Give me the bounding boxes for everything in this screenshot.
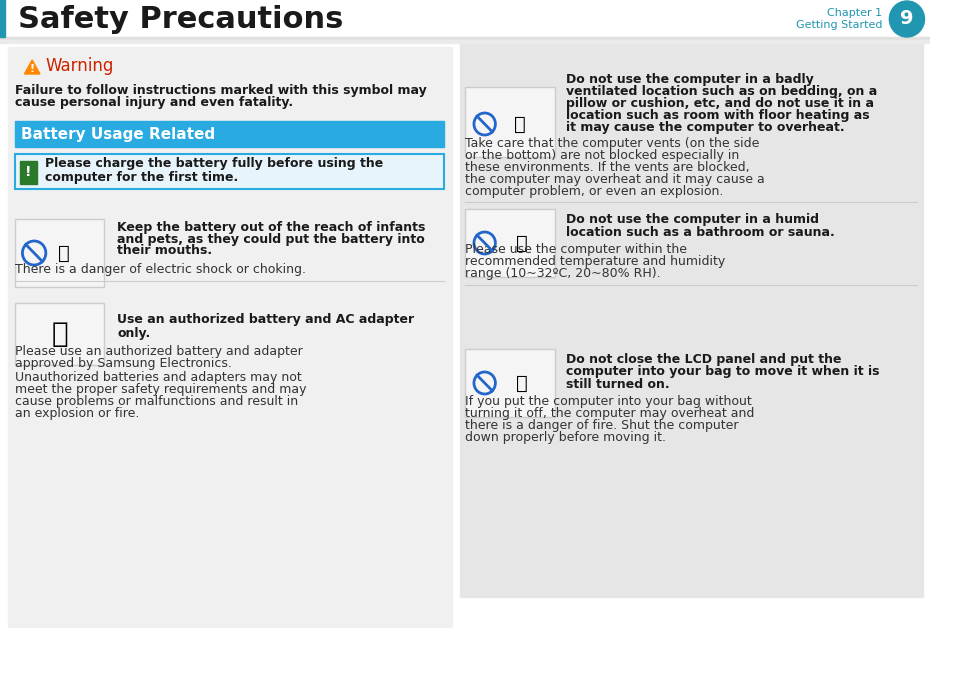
Text: There is a danger of electric shock or choking.: There is a danger of electric shock or c… — [14, 263, 305, 276]
Bar — [0, 37, 929, 40]
Bar — [0, 0, 5, 37]
Text: an explosion or fire.: an explosion or fire. — [14, 406, 139, 420]
Text: 💼: 💼 — [516, 374, 527, 393]
Text: location such as room with floor heating as: location such as room with floor heating… — [565, 108, 868, 121]
Text: !: ! — [30, 64, 34, 74]
Text: turning it off, the computer may overheat and: turning it off, the computer may overhea… — [465, 406, 754, 420]
Text: Keep the battery out of the reach of infants: Keep the battery out of the reach of inf… — [117, 221, 425, 234]
Bar — [0, 40, 929, 43]
Text: Getting Started: Getting Started — [795, 20, 882, 30]
Text: Chapter 1: Chapter 1 — [826, 8, 882, 18]
Circle shape — [888, 1, 923, 37]
Text: Do not use the computer in a badly: Do not use the computer in a badly — [565, 72, 813, 85]
Text: If you put the computer into your bag without: If you put the computer into your bag wi… — [465, 395, 751, 408]
Text: down properly before moving it.: down properly before moving it. — [465, 431, 665, 443]
Text: range (10~32ºC, 20~80% RH).: range (10~32ºC, 20~80% RH). — [465, 267, 660, 280]
Bar — [0, 0, 929, 37]
FancyBboxPatch shape — [465, 209, 555, 277]
Bar — [19, 161, 37, 184]
Text: 🔋: 🔋 — [51, 320, 68, 348]
Text: computer for the first time.: computer for the first time. — [45, 171, 238, 183]
FancyBboxPatch shape — [14, 219, 104, 287]
Text: pillow or cushion, etc, and do not use it in a: pillow or cushion, etc, and do not use i… — [565, 97, 873, 110]
Text: ventilated location such as on bedding, on a: ventilated location such as on bedding, … — [565, 85, 876, 97]
Text: recommended temperature and humidity: recommended temperature and humidity — [465, 255, 724, 267]
Bar — [8, 47, 451, 627]
FancyBboxPatch shape — [465, 349, 555, 417]
Text: 💻: 💻 — [516, 234, 527, 253]
Text: location such as a bathroom or sauna.: location such as a bathroom or sauna. — [565, 225, 834, 238]
Text: it may cause the computer to overheat.: it may cause the computer to overheat. — [565, 121, 843, 133]
Text: !: ! — [25, 165, 31, 179]
Text: meet the proper safety requirements and may: meet the proper safety requirements and … — [14, 383, 306, 395]
Text: these environments. If the vents are blocked,: these environments. If the vents are blo… — [465, 162, 749, 175]
Text: only.: only. — [117, 326, 151, 339]
Text: Safety Precautions: Safety Precautions — [17, 5, 342, 33]
FancyBboxPatch shape — [465, 87, 555, 157]
Polygon shape — [25, 60, 40, 74]
Text: Warning: Warning — [46, 57, 114, 75]
Text: cause problems or malfunctions and result in: cause problems or malfunctions and resul… — [14, 395, 297, 408]
FancyBboxPatch shape — [14, 154, 443, 189]
Text: Please charge the battery fully before using the: Please charge the battery fully before u… — [45, 158, 383, 171]
Bar — [14, 121, 443, 147]
Text: Please use the computer within the: Please use the computer within the — [465, 242, 686, 255]
Text: computer into your bag to move it when it is: computer into your bag to move it when i… — [565, 366, 879, 378]
Text: Unauthorized batteries and adapters may not: Unauthorized batteries and adapters may … — [14, 370, 301, 383]
Text: Failure to follow instructions marked with this symbol may: Failure to follow instructions marked wi… — [14, 84, 426, 97]
Text: 🛏️: 🛏️ — [514, 114, 525, 133]
Text: computer problem, or even an explosion.: computer problem, or even an explosion. — [465, 185, 722, 198]
Bar — [459, 37, 922, 597]
Text: 👶: 👶 — [57, 244, 70, 263]
Text: there is a danger of fire. Shut the computer: there is a danger of fire. Shut the comp… — [465, 418, 738, 431]
Text: Do not use the computer in a humid: Do not use the computer in a humid — [565, 213, 818, 225]
Text: Do not close the LCD panel and put the: Do not close the LCD panel and put the — [565, 353, 841, 366]
Text: or the bottom) are not blocked especially in: or the bottom) are not blocked especiall… — [465, 150, 739, 162]
Text: the computer may overheat and it may cause a: the computer may overheat and it may cau… — [465, 173, 764, 186]
Text: approved by Samsung Electronics.: approved by Samsung Electronics. — [14, 357, 232, 370]
Text: Please use an authorized battery and adapter: Please use an authorized battery and ada… — [14, 345, 302, 357]
Text: Take care that the computer vents (on the side: Take care that the computer vents (on th… — [465, 137, 759, 150]
Text: Battery Usage Related: Battery Usage Related — [21, 127, 215, 141]
FancyBboxPatch shape — [14, 303, 104, 365]
Text: and pets, as they could put the battery into: and pets, as they could put the battery … — [117, 232, 424, 246]
Text: cause personal injury and even fatality.: cause personal injury and even fatality. — [14, 96, 293, 109]
Text: Use an authorized battery and AC adapter: Use an authorized battery and AC adapter — [117, 313, 414, 326]
Text: 9: 9 — [900, 9, 913, 28]
Text: still turned on.: still turned on. — [565, 378, 669, 391]
Text: their mouths.: their mouths. — [117, 244, 212, 257]
